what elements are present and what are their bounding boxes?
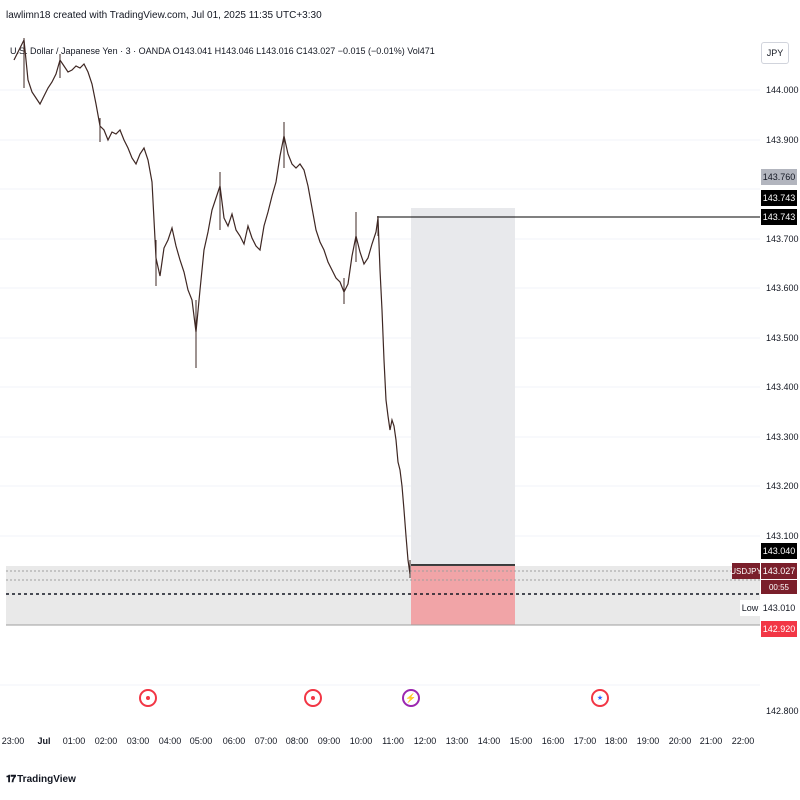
red-event-icon[interactable] (139, 689, 157, 707)
brand-name: TradingView (17, 774, 76, 785)
time-tick: 12:00 (413, 736, 437, 746)
time-tick: 17:00 (573, 736, 597, 746)
low-price-label: 143.010 (761, 600, 797, 616)
bar-countdown: 00:55 (761, 580, 797, 594)
us-flag-event-icon[interactable]: ★ (591, 689, 609, 707)
time-tick: 10:00 (349, 736, 373, 746)
price-tick: 143.200 (766, 481, 799, 491)
time-tick: 15:00 (509, 736, 533, 746)
price-tick: 143.700 (766, 234, 799, 244)
price-label-grey: 143.760 (761, 169, 797, 185)
candle-wicks (23, 38, 411, 578)
currency-button[interactable]: JPY (761, 42, 789, 64)
red-event-icon[interactable] (304, 689, 322, 707)
time-tick: 11:00 (382, 736, 404, 746)
time-tick: 22:00 (731, 736, 755, 746)
price-label-red: 142.920 (761, 621, 797, 637)
price-tick: 143.400 (766, 382, 799, 392)
time-tick: Jul (37, 736, 51, 746)
time-tick: 06:00 (222, 736, 246, 746)
price-series (13, 37, 411, 575)
time-tick: 23:00 (1, 736, 25, 746)
price-tick: 143.300 (766, 432, 799, 442)
price-tick: 143.100 (766, 531, 799, 541)
price-label-black: 143.743 (761, 190, 797, 206)
time-tick: 02:00 (94, 736, 118, 746)
grid (0, 89, 760, 686)
price-tick: 144.000 (766, 85, 799, 95)
lightning-event-icon[interactable]: ⚡ (402, 689, 420, 707)
time-tick: 20:00 (668, 736, 692, 746)
time-tick: 01:00 (62, 736, 86, 746)
time-tick: 04:00 (158, 736, 182, 746)
time-tick: 16:00 (541, 736, 565, 746)
price-chart[interactable] (0, 0, 760, 722)
symbol-tag: USDJPY (730, 563, 762, 579)
time-tick: 09:00 (317, 736, 341, 746)
price-tick: 143.500 (766, 333, 799, 343)
price-tick: 143.600 (766, 283, 799, 293)
target-zone[interactable] (411, 208, 515, 565)
price-tick: 142.800 (766, 706, 799, 716)
time-tick: 03:00 (126, 736, 150, 746)
stop-zone[interactable] (411, 566, 515, 625)
chart-caption: lawlimn18 created with TradingView.com, … (6, 10, 322, 21)
time-tick: 05:00 (189, 736, 213, 746)
time-tick: 19:00 (636, 736, 660, 746)
time-tick: 08:00 (285, 736, 309, 746)
time-tick: 14:00 (477, 736, 501, 746)
tradingview-logo-icon: 𝟏𝟕 (6, 774, 16, 785)
price-label-black: 143.040 (761, 543, 797, 559)
price-tick: 143.900 (766, 135, 799, 145)
price-label-black: 143.743 (761, 209, 797, 225)
low-tag: Low (740, 600, 760, 616)
symbol-legend[interactable]: U.S. Dollar / Japanese Yen · 3 · OANDA O… (10, 46, 435, 56)
last-price-label: 143.027 (761, 563, 797, 579)
time-tick: 21:00 (699, 736, 723, 746)
time-tick: 13:00 (445, 736, 469, 746)
grey-low-band (6, 566, 760, 625)
time-tick: 07:00 (254, 736, 278, 746)
tradingview-logo[interactable]: 𝟏𝟕 TradingView (6, 774, 76, 785)
time-tick: 18:00 (604, 736, 628, 746)
